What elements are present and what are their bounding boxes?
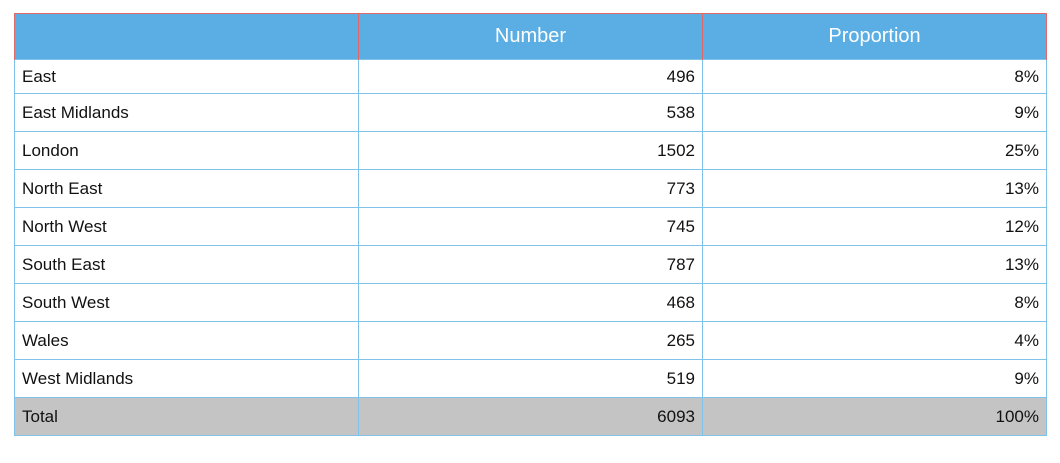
number-cell: 496 — [358, 59, 703, 94]
table-row: East 496 8% — [14, 59, 1047, 94]
total-label: Total — [14, 397, 359, 436]
region-cell: London — [14, 131, 359, 170]
region-cell: East — [14, 59, 359, 94]
number-cell: 468 — [358, 283, 703, 322]
proportion-cell: 25% — [702, 131, 1047, 170]
total-row: Total 6093 100% — [14, 397, 1047, 436]
number-cell: 265 — [358, 321, 703, 360]
table-row: West Midlands 519 9% — [14, 359, 1047, 398]
number-cell: 519 — [358, 359, 703, 398]
proportion-cell: 13% — [702, 245, 1047, 284]
table-row: East Midlands 538 9% — [14, 93, 1047, 132]
table-row: South East 787 13% — [14, 245, 1047, 284]
header-proportion: Proportion — [702, 13, 1047, 60]
number-cell: 745 — [358, 207, 703, 246]
data-table-container: Number Proportion East 496 8% East Midla… — [14, 13, 1047, 436]
table-row: Wales 265 4% — [14, 321, 1047, 360]
region-table: Number Proportion East 496 8% East Midla… — [14, 13, 1047, 436]
table-row: North East 773 13% — [14, 169, 1047, 208]
header-region — [14, 13, 359, 60]
proportion-cell: 9% — [702, 359, 1047, 398]
region-cell: West Midlands — [14, 359, 359, 398]
number-cell: 538 — [358, 93, 703, 132]
proportion-cell: 4% — [702, 321, 1047, 360]
region-cell: North West — [14, 207, 359, 246]
proportion-cell: 9% — [702, 93, 1047, 132]
proportion-cell: 13% — [702, 169, 1047, 208]
table-row: South West 468 8% — [14, 283, 1047, 322]
table-row: London 1502 25% — [14, 131, 1047, 170]
region-cell: East Midlands — [14, 93, 359, 132]
table-row: North West 745 12% — [14, 207, 1047, 246]
number-cell: 1502 — [358, 131, 703, 170]
proportion-cell: 8% — [702, 59, 1047, 94]
total-number: 6093 — [358, 397, 703, 436]
proportion-cell: 12% — [702, 207, 1047, 246]
region-cell: Wales — [14, 321, 359, 360]
header-number: Number — [358, 13, 703, 60]
proportion-cell: 8% — [702, 283, 1047, 322]
number-cell: 773 — [358, 169, 703, 208]
region-cell: South West — [14, 283, 359, 322]
region-cell: South East — [14, 245, 359, 284]
total-proportion: 100% — [702, 397, 1047, 436]
region-cell: North East — [14, 169, 359, 208]
number-cell: 787 — [358, 245, 703, 284]
table-header-row: Number Proportion — [14, 13, 1047, 60]
